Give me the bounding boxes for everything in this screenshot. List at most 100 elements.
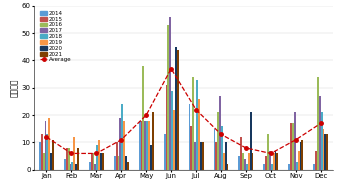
Bar xyxy=(189,104,190,170)
Bar xyxy=(45,121,47,170)
Bar xyxy=(198,99,200,170)
Bar xyxy=(141,121,142,170)
Bar xyxy=(221,126,223,170)
Bar xyxy=(142,66,144,170)
Bar xyxy=(114,156,116,170)
Y-axis label: 回数／月: 回数／月 xyxy=(10,79,19,97)
Bar xyxy=(166,85,167,170)
Bar xyxy=(69,164,71,170)
Bar xyxy=(89,162,91,170)
Bar xyxy=(317,77,319,170)
Bar xyxy=(269,151,271,170)
Bar xyxy=(248,153,250,170)
Bar xyxy=(173,110,175,170)
Bar xyxy=(144,121,146,170)
Bar xyxy=(41,134,43,170)
Bar xyxy=(64,159,66,170)
Bar xyxy=(119,118,121,170)
Bar xyxy=(52,140,54,170)
Bar xyxy=(264,164,265,170)
Bar xyxy=(217,112,219,170)
Bar xyxy=(139,121,141,170)
Bar xyxy=(177,50,178,170)
Bar xyxy=(71,162,73,170)
Bar xyxy=(190,126,192,170)
Bar xyxy=(148,121,150,170)
Bar xyxy=(77,148,79,170)
Bar xyxy=(50,153,52,170)
Bar xyxy=(276,153,278,170)
Bar xyxy=(319,96,321,170)
Bar xyxy=(96,145,98,170)
Bar xyxy=(326,134,328,170)
Bar xyxy=(273,153,275,170)
Bar xyxy=(102,153,104,170)
Average xyxy=(94,152,98,155)
Bar xyxy=(171,91,173,170)
Bar xyxy=(252,153,253,170)
Bar xyxy=(169,17,171,170)
Average xyxy=(69,152,73,155)
Bar xyxy=(73,137,75,170)
Average xyxy=(169,68,173,70)
Bar xyxy=(66,148,68,170)
Bar xyxy=(48,118,50,170)
Bar xyxy=(196,80,198,170)
Bar xyxy=(288,164,290,170)
Bar xyxy=(91,153,92,170)
Bar xyxy=(267,134,269,170)
Bar xyxy=(202,142,204,170)
Average xyxy=(269,152,273,155)
Bar xyxy=(214,129,216,170)
Line: Average: Average xyxy=(45,67,322,155)
Bar xyxy=(167,25,169,170)
Average xyxy=(45,136,49,138)
Bar xyxy=(123,121,125,170)
Bar xyxy=(238,156,240,170)
Bar xyxy=(47,134,48,170)
Bar xyxy=(271,164,273,170)
Bar xyxy=(121,104,123,170)
Average xyxy=(119,139,123,141)
Bar xyxy=(290,123,292,170)
Bar xyxy=(43,153,45,170)
Bar xyxy=(192,77,194,170)
Bar xyxy=(240,137,242,170)
Bar xyxy=(200,142,202,170)
Average xyxy=(144,114,148,116)
Bar xyxy=(321,112,323,170)
Bar xyxy=(98,140,100,170)
Bar xyxy=(301,140,303,170)
Bar xyxy=(244,159,246,170)
Bar xyxy=(324,134,326,170)
Bar xyxy=(146,121,148,170)
Bar xyxy=(298,151,300,170)
Average xyxy=(319,122,323,124)
Average xyxy=(244,147,248,149)
Bar xyxy=(92,153,95,170)
Bar xyxy=(223,153,225,170)
Bar xyxy=(95,164,96,170)
Bar xyxy=(294,112,296,170)
Bar xyxy=(150,145,152,170)
Bar xyxy=(127,162,129,170)
Bar xyxy=(225,142,226,170)
Bar xyxy=(75,164,77,170)
Bar xyxy=(275,151,276,170)
Bar xyxy=(246,164,248,170)
Bar xyxy=(315,151,317,170)
Bar xyxy=(323,129,324,170)
Legend: 2014, 2015, 2016, 2017, 2018, 2019, 2020, 2021, Average: 2014, 2015, 2016, 2017, 2018, 2019, 2020… xyxy=(40,10,72,63)
Bar xyxy=(175,47,177,170)
Bar xyxy=(125,156,127,170)
Bar xyxy=(118,156,119,170)
Average xyxy=(294,139,298,141)
Bar xyxy=(265,156,267,170)
Average xyxy=(194,108,198,111)
Bar xyxy=(219,96,221,170)
Bar xyxy=(242,153,244,170)
Bar xyxy=(216,142,217,170)
Bar xyxy=(152,112,154,170)
Bar xyxy=(194,142,196,170)
Bar xyxy=(292,123,294,170)
